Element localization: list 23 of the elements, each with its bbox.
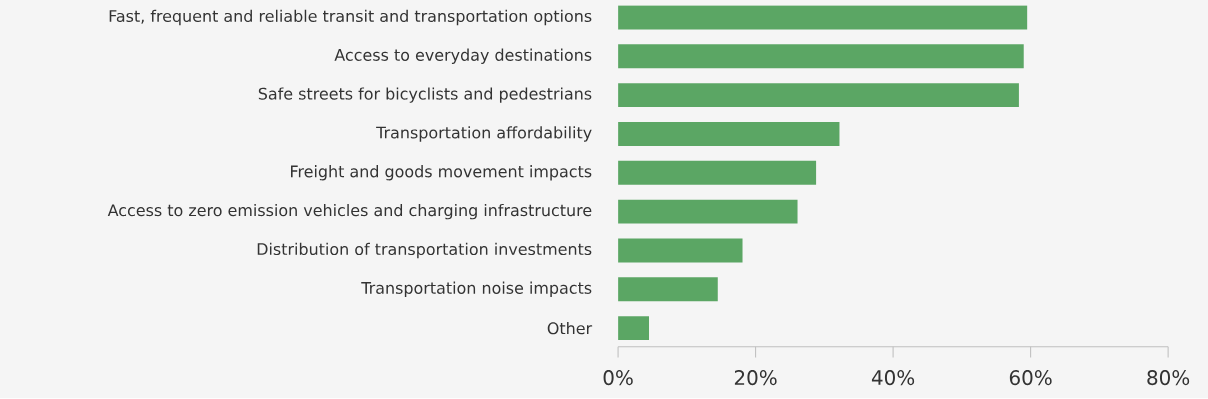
x-tick-label: 80%: [1147, 370, 1190, 386]
bar: [618, 316, 650, 341]
bar: [618, 122, 840, 147]
y-tick-label: Safe streets for bicyclists and pedestrians: [258, 87, 592, 104]
y-tick-label: Other: [547, 322, 593, 335]
y-tick-label: Access to zero emission vehicles and charging infrastructure: [107, 204, 592, 220]
bar: [618, 238, 743, 263]
bar: [618, 199, 798, 224]
y-tick-label: Distribution of transportation investments: [257, 242, 592, 259]
bar: [618, 83, 1019, 108]
y-tick-label: Transportation affordability: [376, 126, 592, 142]
bar: [618, 44, 1024, 69]
x-tick-label: 20%: [734, 370, 777, 386]
x-tick-label: 0%: [603, 370, 633, 386]
y-tick-label: Access to everyday destinations: [334, 48, 592, 65]
y-tick-label: Freight and goods movement impacts: [291, 165, 592, 181]
bar: [618, 161, 817, 185]
y-tick-label: Transportation noise impacts: [361, 281, 592, 298]
x-tick-label: 60%: [1009, 370, 1052, 386]
x-tick-label: 40%: [871, 370, 915, 386]
bar: [618, 5, 1028, 30]
bar: [618, 277, 718, 302]
y-tick-label: Fast, frequent and reliable transit and transportation options: [109, 9, 592, 26]
